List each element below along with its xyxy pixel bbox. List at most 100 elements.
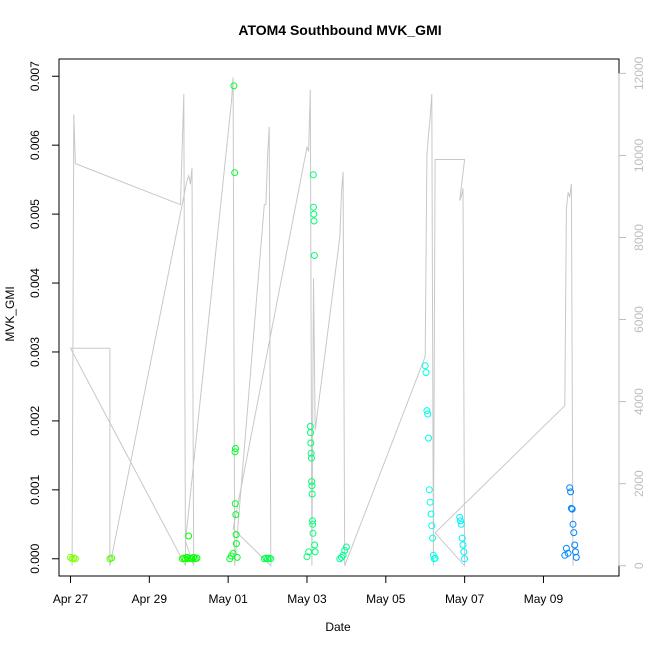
data-point bbox=[233, 553, 241, 561]
data-point bbox=[309, 171, 317, 179]
data-point bbox=[310, 252, 318, 259]
data-point bbox=[459, 541, 467, 549]
data-point bbox=[310, 217, 318, 225]
chart-title: ATOM4 Southbound MVK_GMI bbox=[238, 22, 441, 38]
data-point bbox=[567, 488, 575, 496]
y-tick-label: 0.002 bbox=[28, 406, 42, 436]
data-point bbox=[307, 429, 314, 437]
x-axis: Apr 27 Apr 29 May 01 May 03 May 05 May 07 May … bbox=[53, 576, 564, 606]
plot-frame bbox=[58, 58, 620, 577]
data-point bbox=[460, 548, 468, 556]
y2-tick-label: 6000 bbox=[632, 306, 646, 333]
y-tick-label: 0.004 bbox=[28, 268, 42, 298]
x-tick-label: May 05 bbox=[366, 592, 406, 606]
x-axis-label: Date bbox=[325, 620, 351, 634]
points-layer bbox=[67, 82, 580, 563]
data-point bbox=[567, 504, 575, 512]
data-point bbox=[456, 513, 464, 521]
data-point bbox=[461, 555, 469, 563]
data-point bbox=[108, 554, 116, 562]
secondary-series-line bbox=[69, 77, 574, 568]
data-point bbox=[571, 541, 579, 549]
data-point bbox=[308, 478, 316, 486]
data-point bbox=[311, 548, 319, 556]
data-point bbox=[564, 549, 572, 557]
data-point bbox=[428, 522, 436, 530]
data-point bbox=[231, 448, 239, 456]
data-point bbox=[183, 553, 191, 561]
data-point bbox=[566, 484, 574, 492]
data-point bbox=[67, 553, 74, 561]
x-tick-label: May 09 bbox=[524, 592, 564, 606]
data-point bbox=[307, 454, 315, 462]
y2-tick-label: 10000 bbox=[632, 138, 646, 172]
y-axis-label: MVK_GMI bbox=[3, 286, 17, 341]
data-point bbox=[421, 362, 429, 370]
x-tick-label: May 03 bbox=[287, 592, 327, 606]
y2-tick-label: 12000 bbox=[632, 56, 646, 90]
y2-tick-label: 0 bbox=[632, 562, 646, 569]
data-point bbox=[429, 534, 437, 542]
data-point bbox=[310, 203, 317, 211]
data-point bbox=[423, 407, 431, 415]
y2-tick-label: 2000 bbox=[632, 470, 646, 497]
data-point bbox=[431, 554, 439, 562]
data-point bbox=[427, 510, 435, 518]
data-point bbox=[229, 549, 237, 557]
data-point bbox=[188, 555, 196, 563]
data-point bbox=[185, 532, 193, 540]
data-point bbox=[230, 82, 238, 90]
data-point bbox=[307, 449, 315, 457]
data-point bbox=[341, 547, 349, 554]
y2-tick-label: 8000 bbox=[632, 224, 646, 251]
data-point bbox=[422, 369, 430, 377]
y-axis-right: 0 2000 4000 6000 8000 10000 12000 bbox=[618, 56, 646, 569]
data-point bbox=[309, 520, 317, 528]
y-tick-label: 0.003 bbox=[28, 337, 42, 367]
data-point bbox=[338, 553, 345, 561]
data-point bbox=[231, 169, 239, 177]
data-point bbox=[569, 520, 577, 528]
data-point bbox=[232, 531, 240, 539]
data-point bbox=[71, 555, 79, 563]
y2-tick-label: 4000 bbox=[632, 388, 646, 415]
data-point bbox=[425, 486, 433, 494]
data-point bbox=[310, 210, 318, 218]
data-point bbox=[305, 548, 313, 556]
data-point bbox=[309, 529, 317, 537]
data-point bbox=[231, 500, 239, 508]
data-point bbox=[570, 529, 578, 537]
data-point bbox=[457, 517, 464, 525]
x-tick-label: May 01 bbox=[208, 592, 248, 606]
data-point bbox=[426, 498, 434, 506]
data-point bbox=[424, 410, 432, 418]
data-point bbox=[458, 534, 466, 542]
data-point bbox=[425, 434, 432, 442]
data-point bbox=[336, 555, 344, 563]
data-point bbox=[303, 553, 311, 561]
data-point bbox=[568, 505, 576, 513]
data-point bbox=[267, 555, 275, 563]
data-point bbox=[342, 543, 350, 551]
y-tick-label: 0.000 bbox=[28, 543, 42, 573]
secondary-series-layer bbox=[69, 77, 574, 568]
y-tick-label: 0.007 bbox=[28, 61, 42, 91]
data-point bbox=[232, 540, 240, 548]
data-point bbox=[308, 490, 316, 498]
y-tick-label: 0.005 bbox=[28, 199, 42, 229]
data-point bbox=[232, 511, 240, 519]
y-tick-label: 0.006 bbox=[28, 130, 42, 160]
x-tick-label: Apr 27 bbox=[53, 592, 89, 606]
data-point bbox=[309, 517, 316, 525]
data-point bbox=[457, 520, 465, 528]
data-point bbox=[339, 551, 347, 559]
data-point bbox=[193, 554, 201, 562]
data-point bbox=[562, 544, 570, 552]
x-tick-label: May 07 bbox=[445, 592, 485, 606]
data-point bbox=[430, 555, 438, 563]
data-point bbox=[308, 482, 316, 490]
y-axis-left: 0.000 0.001 0.002 0.003 0.004 0.005 0.006 0.007 bbox=[28, 61, 59, 574]
y-tick-label: 0.001 bbox=[28, 474, 42, 504]
data-point bbox=[311, 541, 319, 549]
